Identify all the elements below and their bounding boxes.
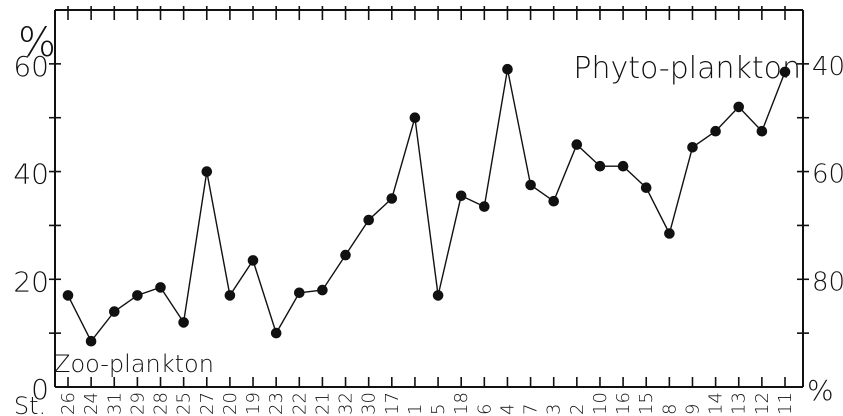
- station-label: 6: [474, 404, 495, 415]
- data-point: [155, 282, 166, 293]
- data-point: [201, 166, 213, 177]
- station-label: 8: [659, 404, 680, 415]
- data-point: [525, 179, 536, 191]
- station-prefix-label: St.: [14, 392, 46, 416]
- station-label: 18: [451, 392, 472, 415]
- right-tick-label: 60: [812, 160, 843, 190]
- data-point: [409, 112, 421, 123]
- station-label: 15: [636, 392, 657, 415]
- data-point: [247, 255, 259, 266]
- data-point: [178, 317, 189, 328]
- station-label: 13: [729, 392, 750, 415]
- data-point: [270, 327, 282, 339]
- data-point: [502, 63, 513, 75]
- data-point: [779, 66, 791, 78]
- data-point: [340, 249, 351, 261]
- phyto-plankton-annotation: Phyto-plankton: [573, 51, 801, 86]
- data-point: [432, 290, 444, 301]
- station-label: 25: [174, 392, 195, 415]
- station-label: 5: [428, 404, 449, 415]
- station-label: 30: [359, 392, 380, 415]
- data-point: [109, 306, 120, 317]
- station-label: 24: [81, 392, 102, 415]
- station-label: 31: [104, 392, 125, 415]
- data-point: [756, 125, 768, 137]
- right-unit-label: %: [807, 374, 834, 407]
- data-point: [733, 101, 745, 113]
- left-unit-label: %: [18, 20, 56, 66]
- station-label: 32: [336, 392, 357, 415]
- left-tick-label: 60: [13, 50, 49, 83]
- right-axis-ticks: [797, 63, 809, 334]
- station-label: 22: [289, 392, 310, 415]
- data-point: [317, 284, 328, 296]
- data-point: [479, 201, 490, 212]
- series-layer: [62, 63, 791, 347]
- station-label: 23: [266, 392, 287, 415]
- station-label: 1: [405, 404, 426, 415]
- data-point: [62, 290, 74, 301]
- data-point: [617, 160, 629, 172]
- left-axis-ticks: [49, 63, 61, 334]
- data-point: [664, 228, 675, 239]
- station-label: 11: [775, 392, 796, 415]
- data-point: [386, 193, 398, 204]
- plot-frame: [54, 9, 804, 388]
- station-label: 27: [197, 392, 218, 415]
- data-point: [710, 125, 721, 137]
- station-label: 3: [544, 404, 565, 415]
- data-point: [224, 290, 236, 301]
- station-label: 21: [312, 392, 333, 415]
- station-label: 20: [220, 392, 241, 415]
- station-label: 4: [497, 404, 518, 415]
- station-label: 14: [706, 392, 727, 415]
- station-label: 2: [567, 404, 588, 415]
- data-point: [294, 287, 305, 299]
- zoo-plankton-annotation: Zoo-plankton: [54, 350, 214, 378]
- top-axis-ticks: [67, 6, 786, 20]
- station-label: 17: [382, 392, 403, 415]
- data-point: [594, 160, 606, 172]
- bottom-axis-ticks: [67, 377, 786, 387]
- data-point: [455, 190, 467, 202]
- station-label: 16: [613, 392, 634, 415]
- left-tick-label: 0: [31, 373, 49, 406]
- data-point: [571, 139, 583, 150]
- data-point: [132, 290, 143, 301]
- station-label: 29: [127, 392, 148, 415]
- left-tick-label: 40: [13, 158, 49, 191]
- data-point: [640, 182, 652, 193]
- data-point: [687, 142, 698, 153]
- station-label: 12: [752, 392, 773, 415]
- data-point: [363, 214, 375, 226]
- station-label: 19: [243, 392, 264, 415]
- station-label: 7: [521, 404, 542, 415]
- right-tick-label: 40: [812, 52, 843, 82]
- station-label: 9: [682, 404, 703, 415]
- right-tick-label: 80: [812, 267, 843, 297]
- station-label: 26: [58, 392, 79, 415]
- left-tick-label: 20: [13, 265, 49, 298]
- station-label: 10: [590, 392, 611, 415]
- data-point: [85, 335, 97, 347]
- data-point: [548, 195, 560, 207]
- station-label: 28: [151, 392, 172, 415]
- series-line: [67, 69, 786, 343]
